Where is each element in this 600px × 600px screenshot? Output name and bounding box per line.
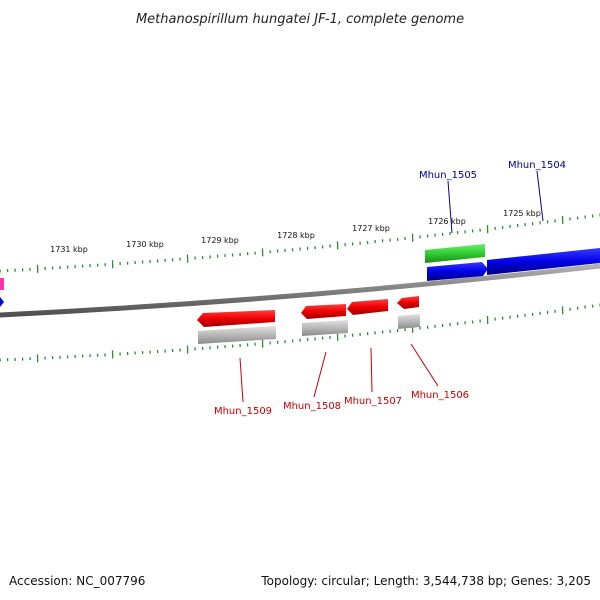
ruler-label-1729-kbp: 1729 kbp [201,236,239,245]
leader-line-mhun-1504 [536,170,544,222]
leader-line-mhun-1505 [447,180,453,234]
gene-arrow-mhun-1504-cds[interactable] [487,248,600,275]
edge-feature-magenta[interactable] [0,278,4,290]
outer-ruler-ticks [0,213,600,273]
edge-feature-blue[interactable] [0,297,4,307]
gene-arrow-mhun-1505-cds[interactable] [427,262,488,281]
leader-line-mhun-1508 [313,351,327,398]
genome-backbone [0,263,600,318]
gene-box-mhun-1506[interactable] [398,314,420,329]
gene-box-mhun-1509[interactable] [198,326,276,344]
gene-box-mhun-1505-rna[interactable] [425,244,485,263]
gene-box-mhun-1508[interactable] [302,320,348,336]
ruler-label-1728-kbp: 1728 kbp [277,231,315,240]
gene-label-mhun-1508[interactable]: Mhun_1508 [283,401,341,412]
ruler-label-1725-kbp: 1725 kbp [503,209,541,218]
gene-arrow-mhun-1508-cds[interactable] [301,304,346,319]
gene-label-mhun-1504[interactable]: Mhun_1504 [508,160,566,171]
ruler-label-1731-kbp: 1731 kbp [50,245,88,254]
gene-arrow-mhun-1507-cds[interactable] [347,299,388,315]
topology-label: Topology: circular; Length: 3,544,738 bp… [261,574,591,588]
inner-ruler-ticks [0,303,600,363]
accession-label: Accession: NC_007796 [9,574,146,588]
ruler-label-1727-kbp: 1727 kbp [352,224,390,233]
gene-arrow-mhun-1509-cds[interactable] [197,310,275,327]
leader-line-mhun-1506 [410,343,439,387]
gene-arrow-mhun-1506-cds[interactable] [397,296,419,309]
leader-line-mhun-1509 [239,357,244,403]
gene-label-mhun-1506[interactable]: Mhun_1506 [411,390,469,401]
leader-line-mhun-1507 [370,347,373,393]
gene-label-mhun-1505[interactable]: Mhun_1505 [419,170,477,181]
ruler-label-1730-kbp: 1730 kbp [126,240,164,249]
gene-label-mhun-1509[interactable]: Mhun_1509 [214,406,272,417]
map-title: Methanospirillum hungatei JF-1, complete… [136,12,464,27]
gene-label-mhun-1507[interactable]: Mhun_1507 [344,396,402,407]
ruler-label-1726-kbp: 1726 kbp [428,217,466,226]
